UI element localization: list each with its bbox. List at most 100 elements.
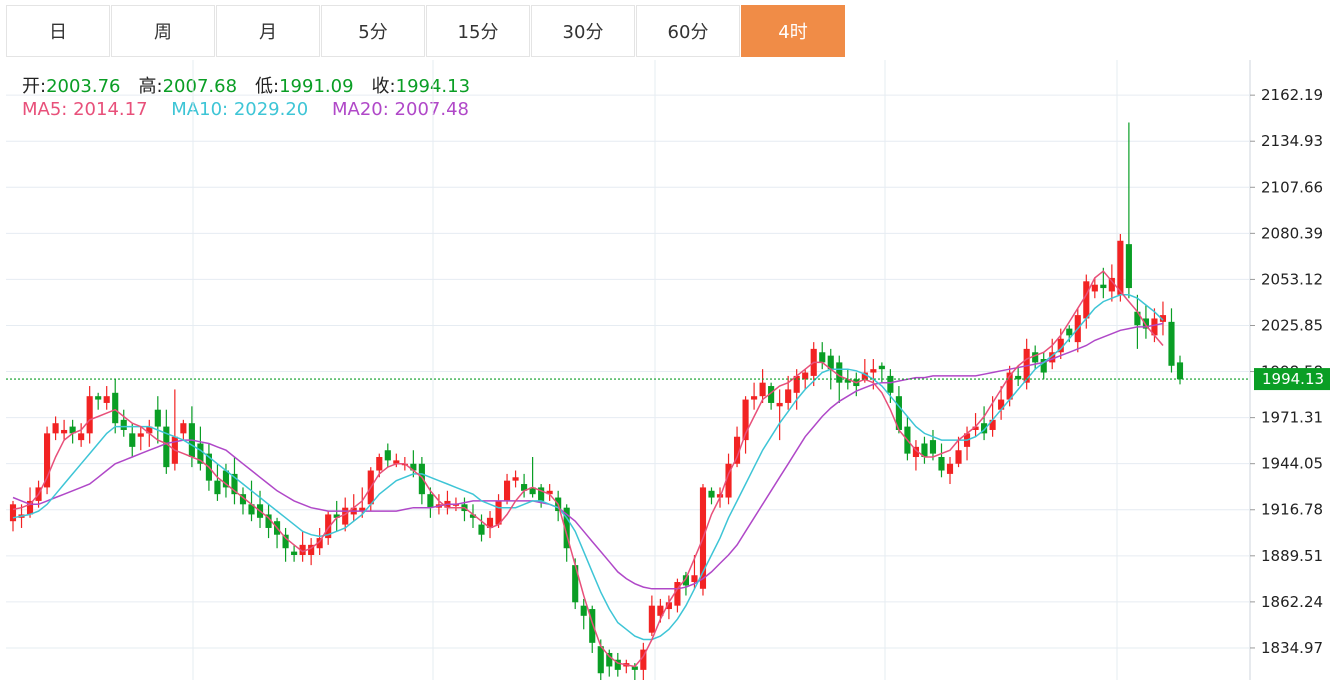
tab-15min[interactable]: 15分 [426, 5, 530, 57]
candle-body [1083, 281, 1090, 319]
candle-body [733, 436, 741, 464]
candle-body [44, 433, 51, 488]
candle-body [495, 500, 502, 525]
candle-body [998, 399, 1005, 410]
candle-body [606, 652, 613, 667]
candle-body [929, 440, 937, 454]
candle-body [137, 433, 144, 437]
y-tick-label: 1834.97 [1261, 639, 1323, 657]
y-tick-label: 1862.24 [1261, 593, 1323, 611]
y-tick-label: 1971.31 [1261, 409, 1323, 427]
candle-body [359, 507, 366, 512]
candle-body [895, 396, 902, 430]
candle-body [486, 517, 494, 528]
candle-body [887, 375, 894, 393]
candle-body [708, 490, 715, 498]
tab-day[interactable]: 日 [6, 5, 110, 57]
tab-month[interactable]: 月 [216, 5, 320, 57]
candle-body [597, 646, 604, 674]
candle-body [154, 409, 161, 427]
y-tick-label: 2107.66 [1261, 178, 1323, 196]
candle-body [878, 365, 885, 370]
y-tick-label: 2025.85 [1261, 316, 1323, 334]
candle-body [972, 426, 979, 430]
candle-body [768, 386, 775, 403]
tab-5min[interactable]: 5分 [321, 5, 425, 57]
tab-60min[interactable]: 60分 [636, 5, 740, 57]
candle-body [1117, 240, 1124, 295]
y-tick-label: 2162.19 [1261, 86, 1323, 104]
candle-body [827, 355, 834, 370]
high-value: 2007.68 [162, 76, 238, 97]
ma5-value: 2014.17 [73, 99, 148, 120]
close-label: 收: [371, 76, 396, 97]
candle-body [665, 602, 672, 610]
candle-body [674, 582, 681, 606]
candle-body [427, 494, 434, 508]
tab-week[interactable]: 周 [111, 5, 215, 57]
y-tick-label: 1916.78 [1261, 501, 1323, 519]
current-price-label: 1994.13 [1262, 370, 1324, 388]
candle-body [384, 450, 391, 461]
candle-body [393, 460, 400, 464]
ma10-value: 2029.20 [233, 99, 309, 120]
candle-body [657, 605, 664, 616]
candle-body [146, 426, 153, 434]
ma10-line [12, 294, 1164, 641]
y-tick-label: 2134.93 [1261, 132, 1323, 150]
candle-body [640, 649, 647, 670]
candle-body [529, 487, 536, 495]
y-tick-label: 1944.05 [1261, 455, 1323, 473]
ma5-line [12, 270, 1164, 668]
candle-body [631, 666, 638, 670]
candle-body [844, 379, 851, 383]
candle-body [751, 396, 758, 400]
candle-body [861, 372, 868, 380]
candle-body [538, 487, 545, 501]
candle-body [870, 369, 877, 373]
candle-body [1006, 372, 1013, 400]
candle-body [989, 419, 996, 430]
candle-body [478, 524, 485, 535]
tab-30min[interactable]: 30分 [531, 5, 635, 57]
candle-body [299, 544, 306, 555]
candle-body [521, 484, 528, 491]
candle-body [981, 423, 988, 434]
candle-body [512, 477, 519, 481]
candle-body [316, 538, 323, 549]
ma20-label: MA20: [332, 99, 389, 120]
candle-body [418, 463, 425, 495]
candle-body [26, 500, 34, 515]
candle-body [342, 507, 349, 525]
open-label: 开: [22, 76, 47, 97]
candle-body [1142, 318, 1149, 329]
candle-body [376, 457, 383, 471]
candle-body [197, 443, 204, 464]
candle-body [1151, 318, 1158, 336]
candle-body [86, 396, 93, 434]
candle-body [785, 389, 792, 403]
candles [9, 122, 1184, 680]
candle-body [563, 507, 570, 549]
candle-body [793, 375, 800, 393]
open-value: 2003.76 [46, 76, 121, 97]
ma-legend: MA5: 2014.17 MA10: 2029.20 MA20: 2007.48 [22, 99, 469, 120]
candle-body [282, 534, 289, 549]
candle-body [1176, 362, 1184, 380]
y-tick-label: 1889.51 [1261, 547, 1323, 565]
candle-body [955, 450, 962, 464]
candle-body [759, 382, 766, 397]
candle-body [742, 399, 749, 441]
candle-body [120, 419, 127, 430]
candle-body [1108, 277, 1115, 292]
candle-body [682, 575, 690, 586]
candle-body [180, 423, 187, 434]
candle-body [61, 429, 68, 434]
candle-body [1100, 284, 1107, 289]
tab-4hour[interactable]: 4时 [741, 5, 845, 57]
low-value: 1991.09 [279, 76, 354, 97]
candle-body [921, 443, 928, 458]
ma5-label: MA5: [22, 99, 68, 120]
ma20-value: 2007.48 [394, 99, 469, 120]
candle-body [776, 402, 783, 407]
